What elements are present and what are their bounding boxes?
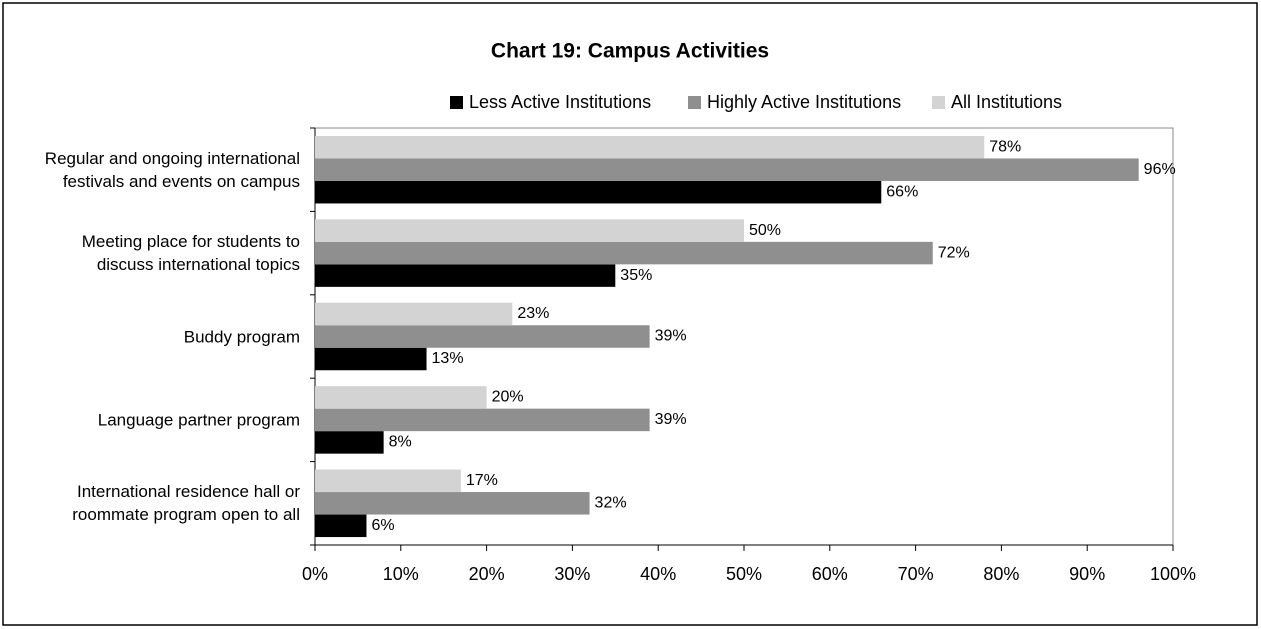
category-label: Regular and ongoing international festiv… [44,148,300,191]
bar [315,431,384,454]
bar [315,219,744,242]
category-label: International residence hall or roommate… [72,482,300,525]
bar [315,386,487,409]
chart-title: Chart 19: Campus Activities [491,40,769,63]
value-label: 78% [989,138,1021,155]
bar [315,408,650,432]
legend-swatch [932,96,945,109]
x-tick-label: 70% [898,564,934,584]
x-tick-label: 40% [640,564,676,584]
value-label: 50% [749,222,781,239]
x-tick-label: 30% [554,564,590,584]
x-tick-label: 0% [302,564,328,584]
value-label: 32% [595,495,627,512]
value-label: 39% [655,328,687,345]
bar [315,492,590,515]
bar [315,158,1139,181]
x-tick-label: 100% [1150,564,1196,584]
bar [315,135,985,159]
value-label: 23% [517,305,549,322]
legend-label: All Institutions [951,92,1062,112]
legend-swatch [450,96,463,109]
value-label: 20% [492,389,524,406]
value-label: 66% [886,183,918,200]
x-tick-label: 80% [983,564,1019,584]
bar [315,325,650,348]
category-label: Buddy program [183,327,300,346]
x-tick-label: 50% [726,564,762,584]
bar [315,264,616,287]
value-label: 6% [371,517,394,534]
bar [315,469,461,493]
bar [315,514,367,538]
x-tick-label: 20% [469,564,505,584]
value-label: 39% [655,411,687,428]
value-label: 35% [620,267,652,284]
x-tick-label: 10% [383,564,419,584]
legend-label: Less Active Institutions [469,92,651,112]
value-label: 17% [466,472,498,489]
bar [315,241,933,265]
bar [315,302,513,326]
value-label: 96% [1144,161,1176,178]
x-tick-label: 90% [1069,564,1105,584]
legend-label: Highly Active Institutions [707,92,901,112]
value-label: 72% [938,244,970,261]
category-label: Meeting place for students to discuss in… [81,232,300,275]
bar [315,347,427,371]
bar [315,180,882,204]
x-tick-label: 60% [812,564,848,584]
value-label: 13% [432,350,464,367]
value-label: 8% [389,434,412,451]
category-label: Language partner program [97,410,300,430]
legend-swatch [688,96,701,109]
